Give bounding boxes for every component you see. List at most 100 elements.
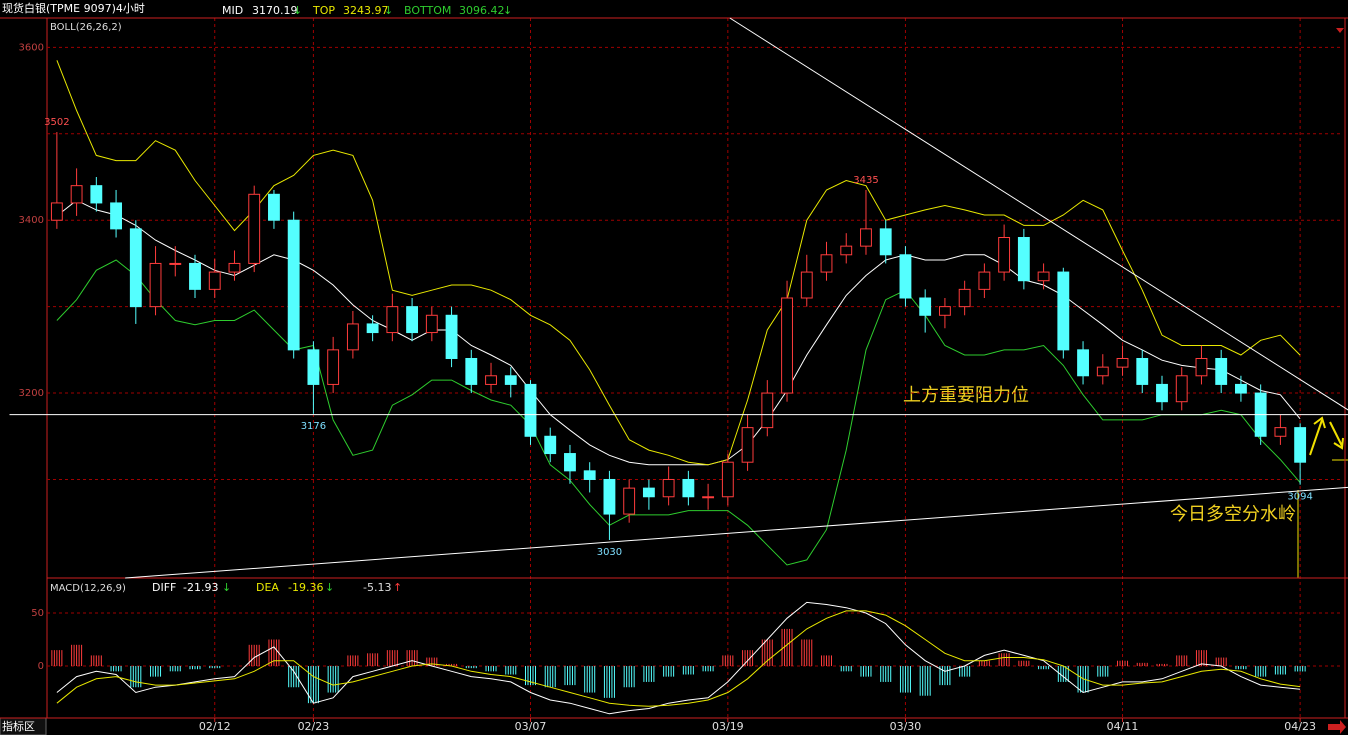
candle-body [1116, 357, 1129, 368]
legend-name: MID [222, 4, 243, 17]
candle-body [1017, 237, 1030, 282]
y-tick-label: 0 [38, 661, 44, 672]
legend-arrow: ↓ [325, 581, 334, 594]
candle-body [366, 323, 379, 334]
legend-name: TOP [312, 4, 335, 17]
candle-body [386, 306, 399, 334]
candle-body [465, 357, 478, 385]
candle-body [1156, 383, 1168, 403]
candle-body [1175, 375, 1188, 403]
candle-body [504, 375, 517, 385]
extreme-label: 3435 [853, 175, 878, 186]
candle-body [623, 487, 636, 515]
legend-arrow: ↓ [384, 4, 393, 17]
macd-line [56, 601, 1301, 715]
candle-body [702, 496, 715, 499]
legend-value: -21.93 [183, 581, 218, 594]
candle-body [1195, 357, 1208, 377]
candle-body [327, 349, 340, 385]
legend-value: 3096.42 [459, 4, 505, 17]
legend-value: -19.36 [288, 581, 323, 594]
candle-body [662, 478, 675, 498]
candle-body [169, 262, 182, 265]
x-tick-label: 02/23 [298, 720, 330, 733]
candle-body [1037, 271, 1050, 282]
x-tick-label: 04/11 [1107, 720, 1139, 733]
y-tick-label: 3200 [19, 388, 44, 399]
candle-body [1235, 383, 1247, 394]
candle-body [958, 288, 971, 308]
candle-body [110, 202, 122, 230]
candle-body [879, 228, 892, 256]
extreme-label: 3502 [44, 117, 69, 128]
indicator-label: BOLL(26,26,2) [50, 22, 122, 33]
candle-body [583, 470, 596, 480]
annotation: 上方重要阻力位 [903, 385, 1029, 406]
candle-body [1294, 427, 1307, 463]
histogram-arrow: ↑ [393, 581, 402, 594]
boll-line [56, 199, 1301, 466]
candle-body [564, 453, 576, 472]
candle-body [1057, 271, 1070, 351]
candle-body [761, 392, 774, 429]
x-tick-label: 02/12 [199, 720, 231, 733]
candle-body [50, 202, 63, 221]
candle-body [1096, 366, 1109, 377]
macd-line [56, 610, 1301, 707]
candle-body [603, 478, 616, 515]
candle-body [346, 323, 359, 351]
candle-body [721, 461, 734, 498]
extreme-label: 3176 [301, 421, 326, 432]
x-tick-label: 04/23 [1284, 720, 1316, 733]
candle-body [425, 314, 438, 334]
candle-body [287, 219, 300, 351]
legend-name: DEA [256, 581, 279, 594]
y-tick-label: 3600 [19, 42, 44, 53]
status-label[interactable]: 指标区 [2, 719, 35, 733]
extreme-label: 3030 [597, 547, 622, 558]
candle-body [129, 228, 142, 308]
scroll-arrows[interactable] [1328, 28, 1346, 734]
candle-body [485, 375, 497, 385]
candle-body [228, 262, 241, 273]
histogram-value: -5.13 [363, 581, 391, 594]
legend-name: BOTTOM [404, 4, 451, 17]
x-tick-label: 03/19 [712, 720, 744, 733]
legend-arrow: ↓ [293, 4, 302, 17]
candle-body [1215, 357, 1228, 385]
candle-body [406, 306, 419, 334]
candle-body [268, 193, 280, 221]
candle-body [1274, 427, 1287, 437]
x-tick-label: 03/07 [515, 720, 547, 733]
candle-body [208, 271, 221, 290]
candle-body [682, 478, 695, 498]
candle-body [820, 254, 833, 273]
candle-body [919, 297, 932, 316]
candle-body [741, 427, 754, 463]
candle-body [189, 262, 201, 290]
candle-body [544, 435, 557, 455]
candle-body [90, 185, 103, 204]
trend-line [125, 486, 1348, 579]
candle-body [70, 185, 83, 204]
candle-body [524, 383, 537, 437]
legend-value: 3243.97 [343, 4, 389, 17]
legend-arrow: ↓ [503, 4, 512, 17]
y-tick-label: 50 [31, 608, 44, 619]
x-tick-label: 03/30 [890, 720, 922, 733]
candle-body [248, 193, 261, 264]
candle-body [899, 254, 912, 299]
candle-body [1136, 357, 1149, 385]
candle-body [149, 262, 162, 308]
candle-body [998, 237, 1011, 273]
chart-title: 现货白银(TPME 9097)4小时 [2, 1, 145, 15]
candle-body [860, 228, 872, 247]
candle-body [307, 349, 320, 385]
candle-body [445, 314, 458, 359]
trend-line [729, 17, 1348, 411]
candle-body [781, 297, 793, 394]
candle-body [1077, 349, 1089, 377]
candle-body [840, 245, 853, 256]
annotation: 今日多空分水岭 [1170, 504, 1296, 525]
